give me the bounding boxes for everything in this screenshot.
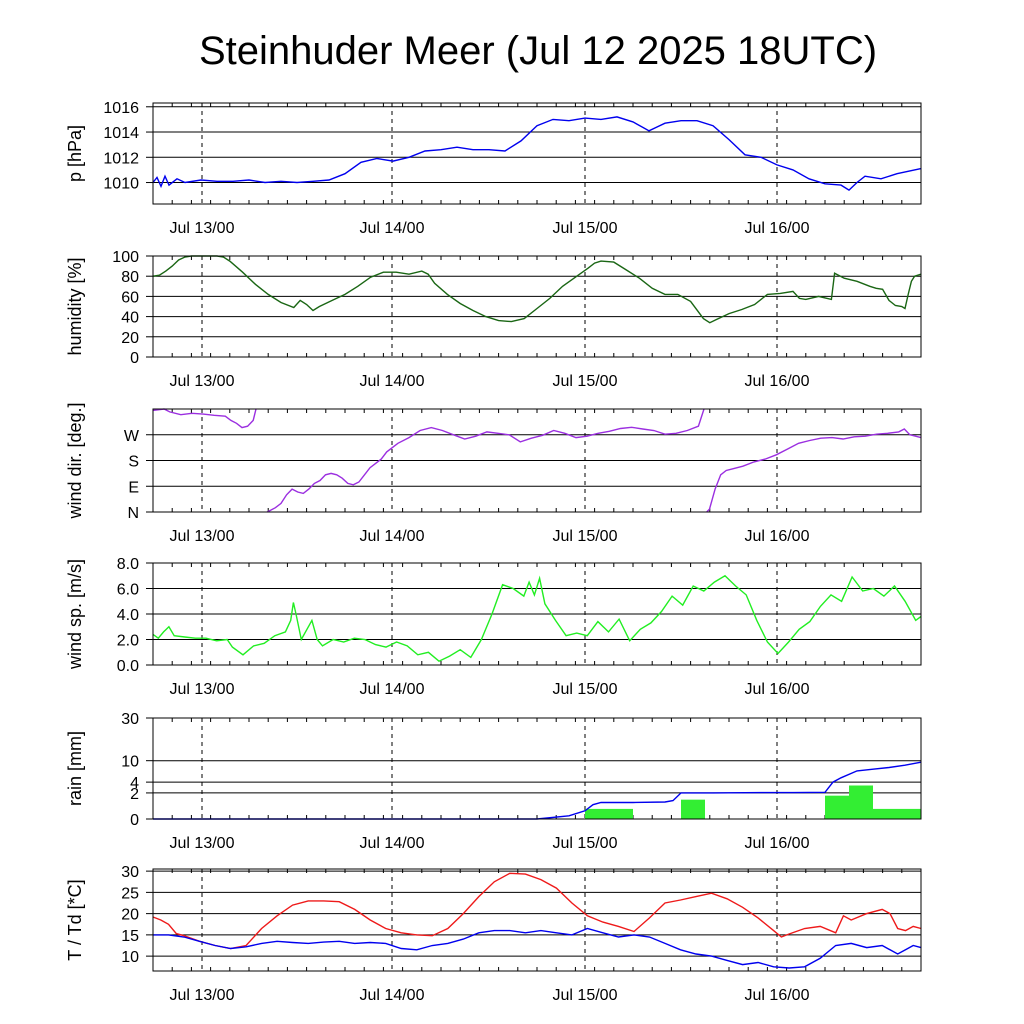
y-tick-label: S [128,454,139,471]
x-tick-label: Jul 15/00 [553,373,618,390]
y-axis-label: rain [mm] [65,731,85,806]
x-tick-label: Jul 15/00 [553,220,618,237]
x-tick-label: Jul 13/00 [170,220,235,237]
plot-frame [152,868,922,972]
panel-rain: 0 24 10 30 Jul 13/00 Jul 14/00 Jul 15/00 Jul 16… [65,711,922,852]
x-tick-label: Jul 13/00 [170,835,235,852]
rain-bar [873,808,921,819]
y-tick-label: 4.0 [117,607,139,624]
chart-title: Steinhuder Meer (Jul 12 2025 18UTC) [199,29,877,73]
x-tick-label: Jul 16/00 [745,835,810,852]
panel-wind_speed: 0.0 2.0 4.0 6.0 8.0 Jul 13/00 Jul 14/00 Jul 15/… [65,556,922,698]
y-tick-label: 1016 [103,100,139,117]
series-line-wind_speed [152,574,922,663]
y-tick-label: 10 [121,949,139,966]
x-tick-label: Jul 13/00 [170,681,235,698]
x-tick-label: Jul 14/00 [360,681,425,698]
y-tick-label: 2.0 [117,633,139,650]
y-tick-label: E [128,479,139,496]
y-tick-label: 30 [121,711,139,728]
y-tick-label: 80 [121,269,139,286]
y-tick-label: 60 [121,289,139,306]
x-tick-label: Jul 14/00 [360,987,425,1004]
x-tick-label: Jul 13/00 [170,528,235,545]
x-tick-label: Jul 15/00 [553,987,618,1004]
plot-frame [152,408,922,513]
y-axis-label: p [hPa] [65,125,85,182]
y-tick-label: 0 [130,812,139,829]
y-tick-label: 30 [121,864,139,881]
x-tick-label: Jul 14/00 [360,528,425,545]
y-tick-label: N [127,505,139,522]
x-tick-label: Jul 15/00 [553,835,618,852]
plot-frame [152,255,922,358]
series-line-temperature [152,872,922,950]
y-tick-label: 0 [130,350,139,367]
y-tick-label: 40 [121,310,139,327]
y-axis-label: wind sp. [m/s] [65,559,85,670]
x-tick-label: Jul 13/00 [170,987,235,1004]
y-tick-label: 15 [121,928,139,945]
rain-bar [681,799,705,819]
x-tick-label: Jul 14/00 [360,835,425,852]
x-tick-label: Jul 16/00 [745,220,810,237]
series-line-pressure [152,116,922,191]
y-tick-label: 0.0 [117,658,139,675]
series-line-wind_dir [152,408,257,429]
y-tick-label: 1014 [103,125,139,142]
y-tick-label: W [124,428,140,445]
y-tick-label: 6.0 [117,582,139,599]
x-tick-label: Jul 16/00 [745,681,810,698]
y-tick-label: 8.0 [117,556,139,573]
plot-frame [152,717,922,820]
x-tick-label: Jul 13/00 [170,373,235,390]
y-tick-label: 10 [121,754,139,771]
x-tick-label: Jul 15/00 [553,528,618,545]
y-tick-label: 20 [121,907,139,924]
x-tick-label: Jul 16/00 [745,528,810,545]
x-tick-label: Jul 15/00 [553,681,618,698]
y-axis-label: wind dir. [deg.] [65,402,85,519]
plot-frame [152,102,922,205]
panel-temperature_dewpoint: 10 15 20 25 30 Jul 13/00 Jul 14/00 Jul 15/00 Jul… [65,864,922,1004]
y-tick-label: 25 [121,885,139,902]
rain-bar [585,808,633,819]
y-tick-label: 4 [130,775,139,792]
rain-bar [825,795,849,819]
series-line-rain_cum [153,761,922,820]
y-tick-label: 1012 [103,150,139,167]
series-line-wind_dir [266,408,705,513]
series-line-humidity [152,255,922,324]
y-tick-label: 2 [130,786,139,803]
series-line-dewpoint [153,927,922,969]
plot-frame [152,562,922,666]
rain-bar [849,785,873,819]
x-tick-label: Jul 14/00 [360,373,425,390]
panel-pressure: 1010 1012 1014 1016 Jul 13/00 Jul 14/00 Jul 15… [65,100,922,237]
series-line-wind_dir [706,428,922,513]
x-tick-label: Jul 16/00 [745,987,810,1004]
y-tick-label: 20 [121,330,139,347]
y-axis-label: T / Td [*C] [65,879,85,960]
y-axis-label: humidity [%] [65,257,85,355]
x-tick-label: Jul 16/00 [745,373,810,390]
y-tick-label: 1010 [103,176,139,193]
panel-humidity: 0 20 40 60 80 100 Jul 13/00 Jul 14/00 Jul 15/00 J… [65,249,922,390]
x-tick-label: Jul 14/00 [360,220,425,237]
y-tick-label: 100 [112,249,139,266]
